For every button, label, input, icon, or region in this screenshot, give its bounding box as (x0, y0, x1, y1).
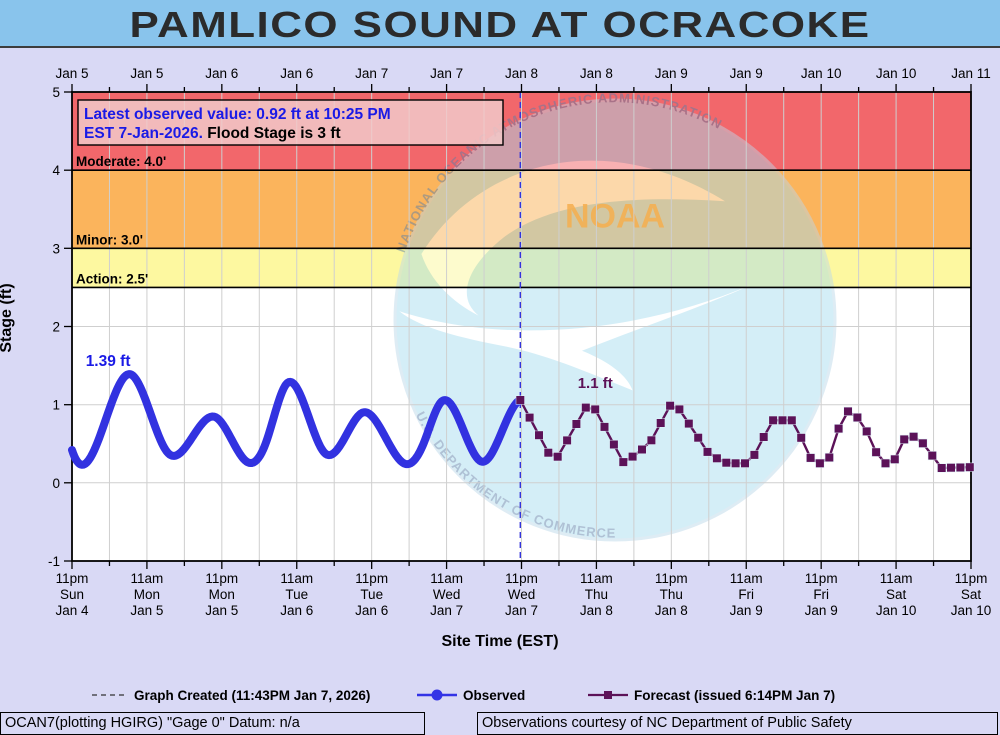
svg-text:0: 0 (52, 476, 60, 491)
svg-text:Jan 9: Jan 9 (730, 66, 763, 81)
svg-text:1.39 ft: 1.39 ft (86, 353, 131, 370)
svg-text:Jan 6: Jan 6 (280, 66, 313, 81)
svg-text:11am: 11am (580, 571, 613, 586)
svg-text:11am: 11am (880, 571, 913, 586)
svg-text:Jan 5: Jan 5 (55, 66, 88, 81)
svg-text:Jan 11: Jan 11 (951, 66, 991, 81)
svg-text:Fri: Fri (738, 587, 754, 602)
svg-text:Forecast (issued 6:14PM Jan 7): Forecast (issued 6:14PM Jan 7) (634, 688, 835, 703)
svg-text:Jan 7: Jan 7 (430, 603, 463, 618)
svg-text:Jan 7: Jan 7 (430, 66, 463, 81)
svg-text:Jan 10: Jan 10 (801, 66, 842, 81)
svg-text:11am: 11am (430, 571, 463, 586)
svg-text:11pm: 11pm (205, 571, 238, 586)
svg-text:Sat: Sat (886, 587, 907, 602)
svg-text:Fri: Fri (813, 587, 829, 602)
svg-text:Jan 5: Jan 5 (130, 66, 163, 81)
svg-text:2: 2 (52, 320, 60, 335)
svg-text:Jan 6: Jan 6 (205, 66, 238, 81)
svg-text:1.1 ft: 1.1 ft (578, 375, 613, 392)
svg-text:Thu: Thu (660, 587, 683, 602)
svg-text:Tue: Tue (285, 587, 308, 602)
svg-text:Jan 7: Jan 7 (505, 603, 538, 618)
svg-text:Jan 8: Jan 8 (580, 66, 613, 81)
svg-text:Sat: Sat (961, 587, 982, 602)
svg-text:Jan 8: Jan 8 (505, 66, 538, 81)
svg-text:Jan 8: Jan 8 (580, 603, 613, 618)
svg-text:11pm: 11pm (805, 571, 838, 586)
svg-text:Jan 9: Jan 9 (730, 603, 763, 618)
svg-text:Jan 5: Jan 5 (205, 603, 238, 618)
svg-text:Jan 9: Jan 9 (655, 66, 688, 81)
svg-text:11pm: 11pm (56, 571, 89, 586)
svg-text:EST 7-Jan-2026. Flood Stage is: EST 7-Jan-2026. Flood Stage is 3 ft (84, 125, 341, 142)
svg-text:NOAA: NOAA (565, 198, 665, 236)
svg-text:11pm: 11pm (505, 571, 538, 586)
svg-text:-1: -1 (48, 554, 60, 569)
svg-text:5: 5 (52, 85, 60, 100)
svg-text:Minor: 3.0': Minor: 3.0' (76, 232, 143, 247)
svg-text:Jan 10: Jan 10 (876, 66, 917, 81)
svg-text:Mon: Mon (209, 587, 235, 602)
svg-text:Jan 4: Jan 4 (55, 603, 89, 618)
svg-text:Jan 10: Jan 10 (951, 603, 992, 618)
svg-text:11pm: 11pm (955, 571, 988, 586)
svg-text:Thu: Thu (585, 587, 608, 602)
svg-text:Jan 5: Jan 5 (130, 603, 163, 618)
svg-text:Tue: Tue (360, 587, 383, 602)
svg-text:11am: 11am (131, 571, 164, 586)
svg-text:11pm: 11pm (355, 571, 388, 586)
svg-text:Wed: Wed (433, 587, 461, 602)
svg-text:Jan 7: Jan 7 (355, 66, 388, 81)
svg-text:Jan 10: Jan 10 (876, 603, 917, 618)
svg-text:3: 3 (52, 241, 60, 256)
svg-text:Observed: Observed (463, 688, 525, 703)
svg-text:Action: 2.5': Action: 2.5' (76, 271, 148, 286)
svg-text:Mon: Mon (134, 587, 160, 602)
svg-text:Sun: Sun (60, 587, 84, 602)
svg-text:Moderate: 4.0': Moderate: 4.0' (76, 154, 166, 169)
svg-text:11pm: 11pm (655, 571, 688, 586)
svg-text:Jan 6: Jan 6 (355, 603, 388, 618)
svg-text:Graph Created (11:43PM Jan 7,: Graph Created (11:43PM Jan 7, 2026) (134, 688, 370, 703)
svg-text:Jan 6: Jan 6 (280, 603, 313, 618)
svg-text:Jan 9: Jan 9 (805, 603, 838, 618)
svg-text:4: 4 (52, 163, 60, 178)
svg-text:11am: 11am (280, 571, 313, 586)
svg-text:Jan 8: Jan 8 (655, 603, 688, 618)
svg-text:Wed: Wed (508, 587, 536, 602)
svg-text:Latest observed value: 0.92 ft: Latest observed value: 0.92 ft at 10:25 … (84, 106, 391, 123)
svg-text:11am: 11am (730, 571, 763, 586)
svg-text:1: 1 (52, 398, 60, 413)
